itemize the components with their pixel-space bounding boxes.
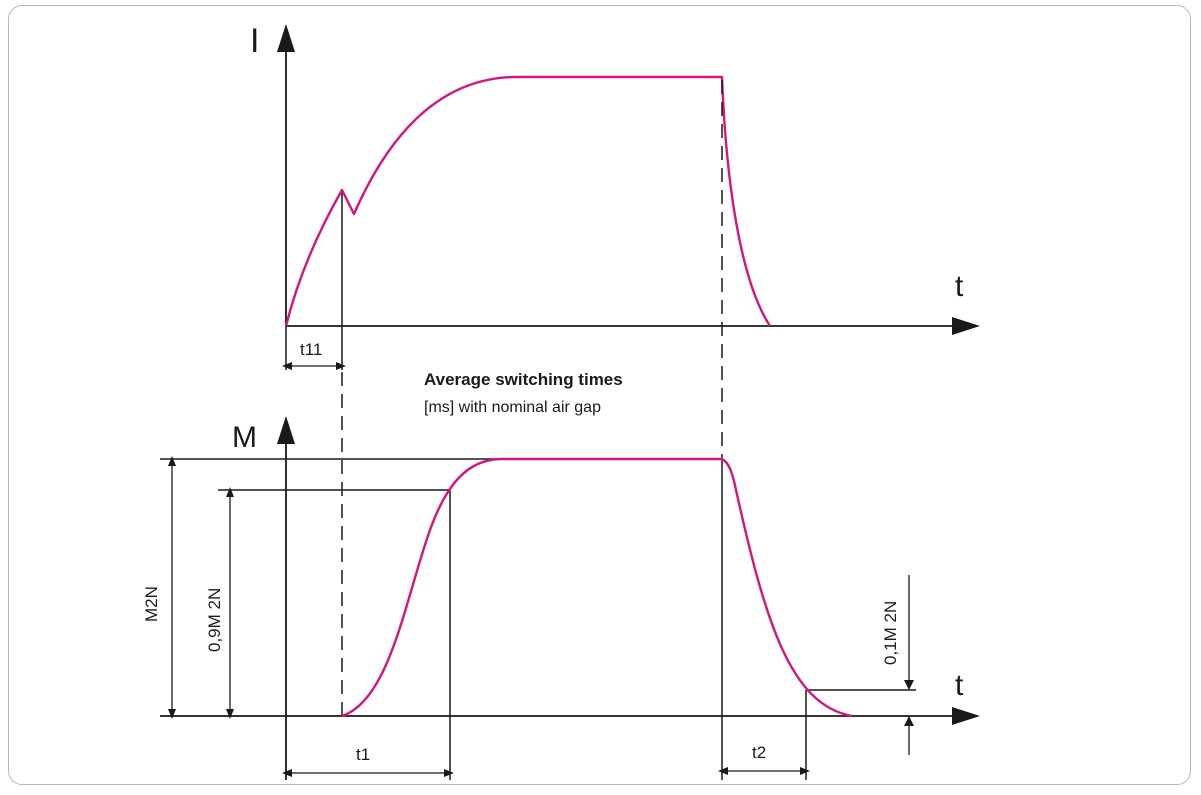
torque-plot: M t M2N 0,9M 2N t1 t2 0,1M 2N bbox=[142, 416, 980, 780]
ninety-pct-label: 0,9M 2N bbox=[205, 588, 224, 652]
diagram-frame bbox=[8, 5, 1191, 785]
caption-subtitle: [ms] with nominal air gap bbox=[424, 399, 601, 416]
current-y-axis-label: I bbox=[250, 22, 259, 60]
current-x-axis-label: t bbox=[955, 270, 964, 303]
torque-curve bbox=[341, 457, 853, 718]
current-y-arrowhead bbox=[277, 24, 295, 52]
rated-torque-label: M2N bbox=[142, 586, 161, 622]
torque-x-arrowhead bbox=[952, 707, 980, 725]
caption-title: Average switching times bbox=[424, 370, 623, 389]
current-x-arrowhead bbox=[952, 317, 980, 335]
t2-label: t2 bbox=[752, 743, 766, 762]
t11-label: t11 bbox=[300, 340, 322, 359]
t1-label: t1 bbox=[356, 745, 370, 764]
torque-y-axis-label: M bbox=[232, 421, 257, 454]
torque-y-arrowhead bbox=[277, 416, 295, 444]
torque-x-axis-label: t bbox=[955, 669, 964, 702]
current-curve bbox=[284, 75, 772, 327]
current-plot: I t t11 bbox=[250, 22, 980, 370]
ten-pct-label: 0,1M 2N bbox=[881, 601, 900, 665]
